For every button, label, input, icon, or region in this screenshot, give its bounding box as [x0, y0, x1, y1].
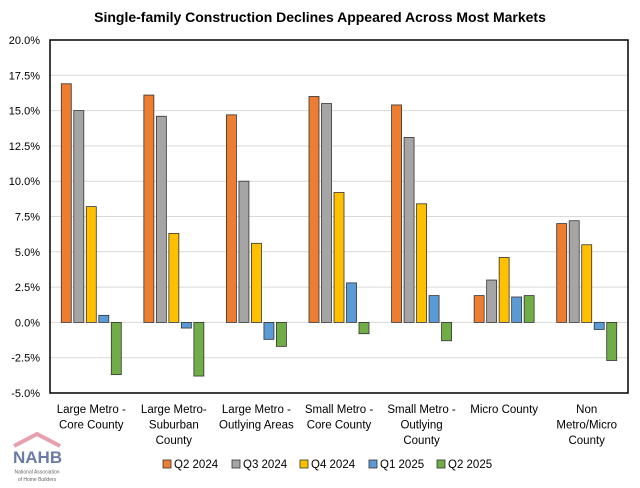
x-tick-label: Large Metro - — [222, 404, 291, 416]
legend: Q2 2024 Q3 2024 Q4 2024 Q1 2025 Q2 2025 — [162, 459, 492, 471]
bar-q2-2025 — [606, 321, 618, 361]
legend-label: Q2 2024 — [174, 459, 219, 471]
x-tick-label: Metro/Micro — [556, 420, 617, 432]
bar-q3-2024 — [73, 110, 85, 323]
x-tick-label: County — [156, 435, 193, 447]
bar-q2-2025 — [358, 321, 370, 335]
legend-item: Q3 2024 — [231, 459, 288, 471]
logo-text: NAHB — [13, 448, 62, 467]
bar-q1-2025 — [511, 296, 523, 323]
x-tick-label: Micro County — [470, 404, 538, 416]
bar-q3-2024 — [321, 103, 332, 323]
y-tick-label: -5.0% — [11, 388, 40, 400]
legend-swatch — [231, 459, 241, 469]
legend-swatch — [436, 459, 446, 469]
bar-q2-2025 — [523, 295, 535, 323]
x-tick-label: Small Metro - — [387, 404, 456, 416]
bar-q1-2025 — [263, 321, 275, 340]
x-tick-label: Large Metro - — [57, 404, 126, 416]
bar-q4-2024 — [168, 233, 180, 323]
chart-title: Single-family Construction Declines Appe… — [94, 9, 546, 25]
legend-label: Q4 2024 — [311, 459, 356, 471]
bar-q1-2025 — [593, 321, 605, 330]
legend-label: Q3 2024 — [243, 459, 288, 471]
bar-q2-2024 — [226, 114, 237, 323]
bar-q4-2024 — [251, 242, 262, 323]
bar-q2-2025 — [193, 321, 205, 377]
x-tick-label: Small Metro - — [305, 404, 374, 416]
legend-swatch — [162, 459, 172, 469]
logo-subtitle-2: of Home Builders — [18, 477, 57, 483]
bar-q2-2024 — [391, 104, 402, 323]
nahb-logo: NAHB National Association of Home Builde… — [13, 431, 62, 483]
legend-item: Q4 2024 — [299, 459, 356, 471]
bar-q1-2025 — [346, 282, 357, 323]
bar-q1-2025 — [428, 295, 440, 323]
y-tick-label: 2.5% — [15, 282, 40, 294]
plot-area-border — [49, 39, 629, 394]
legend-swatch — [299, 459, 309, 469]
y-tick-label: 20.0% — [9, 35, 40, 47]
x-tick-label: County — [568, 435, 605, 447]
bars — [60, 83, 618, 377]
bar-q2-2025 — [110, 321, 122, 376]
x-tick-label: Core County — [307, 420, 372, 432]
bar-q3-2024 — [403, 137, 415, 323]
bar-q2-2025 — [276, 321, 287, 347]
bar-q2-2024 — [473, 295, 485, 323]
legend-label: Q1 2025 — [380, 459, 424, 471]
x-tick-label: Non — [576, 404, 597, 416]
bar-q3-2024 — [155, 115, 167, 323]
bar-q2-2024 — [308, 96, 320, 323]
y-tick-label: 5.0% — [15, 247, 40, 259]
logo-roof-icon — [13, 431, 61, 448]
logo-subtitle-1: National Association — [14, 470, 59, 476]
legend-label: Q2 2025 — [448, 459, 492, 471]
legend-item: Q2 2024 — [162, 459, 219, 471]
bar-q1-2025 — [98, 314, 110, 323]
legend-item: Q1 2025 — [368, 459, 424, 471]
bar-q4-2024 — [416, 203, 427, 323]
bar-q4-2024 — [85, 206, 97, 323]
y-tick-label: 7.5% — [15, 212, 40, 224]
bar-q2-2024 — [143, 94, 155, 323]
x-tick-label: Suburban — [149, 420, 199, 432]
y-tick-label: 0.0% — [15, 317, 40, 329]
y-axis-ticks: 20.0% 17.5% 15.0% 12.5% 10.0% 7.5% 5.0% 2.5% 0.0… — [9, 35, 40, 400]
x-tick-label: Outlying — [400, 420, 442, 432]
bar-q1-2025 — [180, 321, 192, 329]
x-tick-label: Core County — [59, 420, 124, 432]
bar-q3-2024 — [486, 279, 498, 323]
bar-q2-2024 — [556, 223, 568, 323]
bar-q3-2024 — [238, 180, 250, 323]
bar-q2-2025 — [441, 321, 452, 342]
y-tick-label: -2.5% — [11, 353, 40, 365]
legend-item: Q2 2025 — [436, 459, 492, 471]
x-tick-label: Outlying Areas — [219, 420, 294, 432]
bar-q3-2024 — [568, 220, 580, 323]
y-tick-label: 12.5% — [9, 141, 40, 153]
bar-q4-2024 — [498, 257, 510, 323]
y-tick-label: 15.0% — [9, 106, 40, 118]
x-tick-label: County — [403, 435, 440, 447]
x-tick-label: Large Metro- — [141, 404, 207, 416]
bar-q2-2024 — [60, 83, 72, 323]
legend-swatch — [368, 459, 378, 469]
y-tick-label: 10.0% — [9, 176, 40, 188]
x-axis-labels: Large Metro - Core County Large Metro- Subu… — [57, 404, 617, 447]
bar-q4-2024 — [581, 244, 593, 323]
y-tick-label: 17.5% — [9, 70, 40, 82]
bar-q4-2024 — [333, 192, 345, 323]
